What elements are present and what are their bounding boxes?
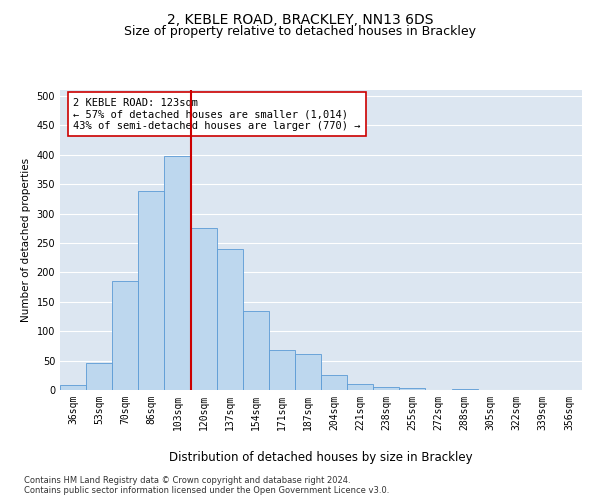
Bar xyxy=(60,386,86,390)
Bar xyxy=(269,350,295,390)
Text: Distribution of detached houses by size in Brackley: Distribution of detached houses by size … xyxy=(169,451,473,464)
Text: 2 KEBLE ROAD: 123sqm
← 57% of detached houses are smaller (1,014)
43% of semi-de: 2 KEBLE ROAD: 123sqm ← 57% of detached h… xyxy=(73,98,361,130)
Bar xyxy=(164,156,191,390)
Bar xyxy=(400,388,425,390)
Text: 2, KEBLE ROAD, BRACKLEY, NN13 6DS: 2, KEBLE ROAD, BRACKLEY, NN13 6DS xyxy=(167,12,433,26)
Bar xyxy=(139,191,164,390)
Bar xyxy=(112,281,139,390)
Bar xyxy=(243,310,269,390)
Bar xyxy=(452,389,478,390)
Bar xyxy=(347,384,373,390)
Text: Contains HM Land Registry data © Crown copyright and database right 2024.
Contai: Contains HM Land Registry data © Crown c… xyxy=(24,476,389,495)
Bar xyxy=(321,376,347,390)
Y-axis label: Number of detached properties: Number of detached properties xyxy=(21,158,31,322)
Bar xyxy=(217,249,243,390)
Bar xyxy=(295,354,321,390)
Bar xyxy=(86,363,112,390)
Bar xyxy=(373,387,400,390)
Text: Size of property relative to detached houses in Brackley: Size of property relative to detached ho… xyxy=(124,25,476,38)
Bar xyxy=(191,228,217,390)
